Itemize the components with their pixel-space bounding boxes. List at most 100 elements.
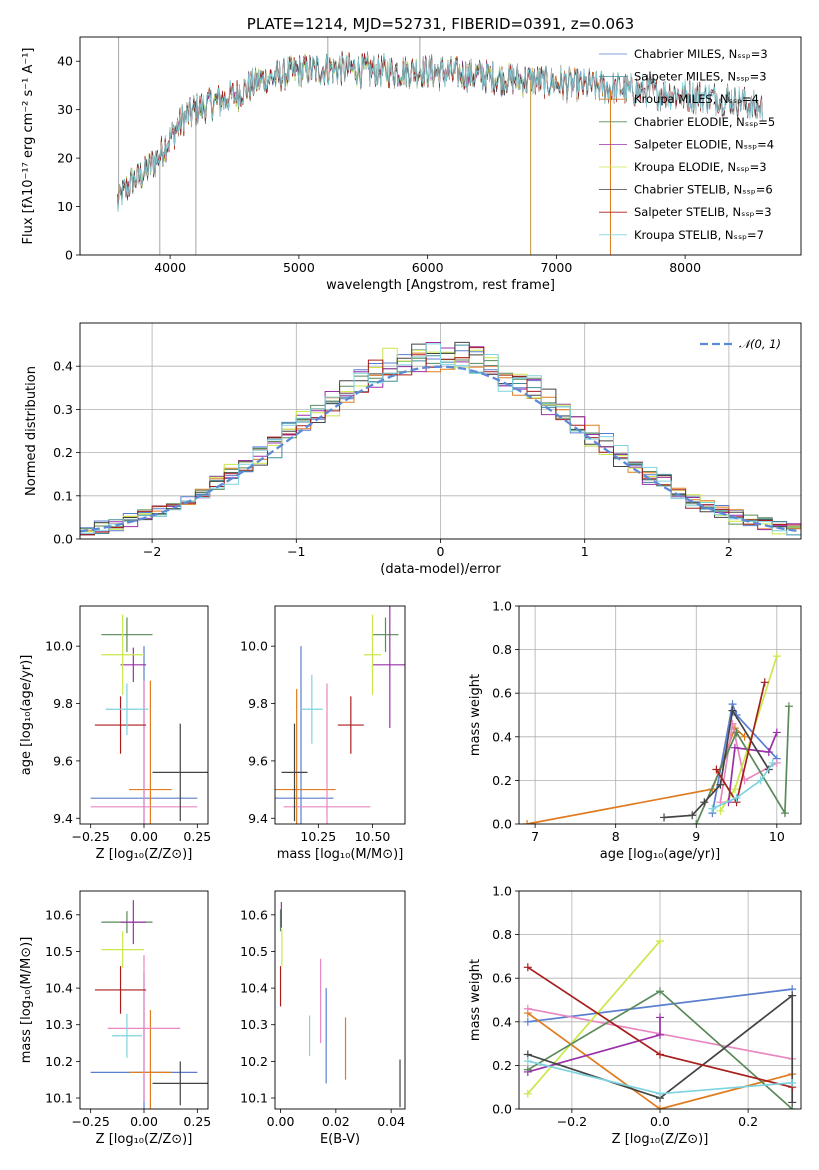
weight-line-6 xyxy=(527,993,794,1103)
x-axis-label: (data-model)/error xyxy=(380,562,501,577)
axes-spectrum: 4000 5000 6000 7000 8000 0 10 20 30 40 wavelength … xyxy=(21,15,802,293)
y-tick-label: 9.6 xyxy=(53,753,73,768)
errorbar-point-4 xyxy=(120,647,147,683)
x-tick-label: −1 xyxy=(287,544,305,559)
x-tick-label: 0.04 xyxy=(377,1114,405,1129)
y-tick-label: 0.1 xyxy=(53,488,73,503)
y-tick-label: 10.1 xyxy=(240,1091,268,1106)
y-tick-label: 10.2 xyxy=(45,1054,73,1069)
axes-age-vs-Z: −0.25 0.00 0.25 9.4 9.6 9.8 10.0 Z [log₁₀(Z/Z⊙)… xyxy=(19,605,211,862)
y-axis-label: mass [log₁₀(M/M⊙)] xyxy=(19,937,34,1064)
x-axis-label: Z [log₁₀(Z/Z⊙)] xyxy=(96,1132,193,1147)
weight-marker xyxy=(656,1013,664,1022)
weight-line-1 xyxy=(711,700,778,814)
y-axis-label: mass weight xyxy=(468,674,483,756)
x-axis-label: E(B-V) xyxy=(320,1132,360,1147)
weight-marker xyxy=(656,937,664,946)
axes-age-vs-mass: 10.25 10.50 9.4 9.6 9.8 10.0 mass [log₁₀(M/M⊙)… xyxy=(240,605,406,862)
weight-marker xyxy=(780,809,789,818)
x-axis-label: mass [log₁₀(M/M⊙)] xyxy=(277,847,404,862)
y-tick-label: 10.0 xyxy=(240,639,268,654)
weight-marker xyxy=(716,780,725,789)
errorbar-point-3 xyxy=(372,617,399,652)
legend-entry-4: Salpeter ELODIE, Nₛₛₚ=4 xyxy=(634,137,774,151)
weight-line-5 xyxy=(695,706,790,824)
x-tick-label: 4000 xyxy=(154,260,186,275)
errorbar-point-2 xyxy=(283,683,371,824)
weight-marker xyxy=(656,1089,664,1098)
weight-marker xyxy=(772,652,781,661)
x-tick-label: 8 xyxy=(612,829,620,844)
x-tick-label: 9 xyxy=(692,829,700,844)
errorbar-point-2 xyxy=(107,955,181,1102)
y-tick-label: 0.0 xyxy=(53,532,73,547)
legend-entry-2: Kroupa MILES, Nₛₛₚ=4 xyxy=(634,92,759,106)
weight-marker xyxy=(656,1050,664,1059)
x-tick-label: 10 xyxy=(769,829,785,844)
x-tick-label: 10.25 xyxy=(300,829,336,844)
weight-marker xyxy=(716,806,725,815)
y-tick-label: 10.0 xyxy=(45,639,73,654)
errorbar-point-1 xyxy=(129,680,172,824)
weight-marker xyxy=(730,743,739,752)
legend: 𝒩(0, 1) xyxy=(700,337,781,351)
weight-marker xyxy=(523,1065,532,1074)
y-axis-label: mass weight xyxy=(468,959,483,1041)
y-tick-label: 0.2 xyxy=(492,1058,512,1073)
axes-frame xyxy=(79,890,209,1110)
axes-mass-vs-EBV: 0.00 0.02 0.04 10.1 10.2 10.3 10.4 10.5 10.6 E(B-… xyxy=(240,890,406,1147)
weight-marker xyxy=(656,1105,664,1109)
errorbar-point-4 xyxy=(372,606,405,728)
axes-frame xyxy=(79,36,802,256)
normal-reference-curve xyxy=(80,365,799,533)
y-tick-label: 0.4 xyxy=(53,359,73,374)
errorbar-point-6 xyxy=(152,1061,208,1106)
y-tick-label: 0.2 xyxy=(53,445,73,460)
y-tick-label: 1.0 xyxy=(492,884,512,899)
weight-marker xyxy=(692,820,701,824)
errorbar-point-1 xyxy=(129,1010,172,1109)
y-tick-label: 10.3 xyxy=(240,1017,268,1032)
x-tick-label: −0.25 xyxy=(72,829,110,844)
weight-marker xyxy=(728,706,737,715)
x-tick-label: −2 xyxy=(143,544,161,559)
histogram-series-8 xyxy=(80,343,801,536)
y-axis-label: Normed distribution xyxy=(24,366,39,496)
y-tick-label: 0.8 xyxy=(492,927,512,942)
y-tick-label: 0.4 xyxy=(492,729,512,744)
weight-marker xyxy=(708,804,717,813)
errorbar-point-3 xyxy=(101,617,153,652)
y-tick-label: 10.6 xyxy=(45,907,73,922)
plot-area-mass-vs-Z xyxy=(90,900,208,1109)
y-tick-label: 40 xyxy=(57,54,73,69)
weight-line-6 xyxy=(663,708,770,819)
axes-frame xyxy=(518,605,802,825)
weight-marker xyxy=(656,987,664,996)
weight-marker xyxy=(660,813,669,822)
axes-weight-vs-Z: −0.2 0.0 0.2 0.0 0.2 0.4 0.6 0.8 1.0 Z [log₁₀(Z/Z… xyxy=(468,884,802,1147)
errorbar-point-7 xyxy=(94,696,147,754)
legend-entry-3: Chabrier ELODIE, Nₛₛₚ=5 xyxy=(634,115,775,129)
weight-marker xyxy=(760,678,769,687)
errorbar-point-8 xyxy=(301,674,323,744)
y-tick-label: 9.8 xyxy=(248,696,268,711)
y-tick-label: 9.8 xyxy=(53,696,73,711)
weight-line-8 xyxy=(712,762,774,810)
x-tick-label: 2 xyxy=(725,544,733,559)
weight-marker xyxy=(523,1017,532,1026)
axes-residuals: −2 −1 0 1 2 0.0 0.1 0.2 0.3 0.4 (data-model)/error… xyxy=(24,322,802,577)
x-tick-label: −0.2 xyxy=(557,1114,587,1129)
weight-marker xyxy=(756,776,765,785)
y-tick-label: 0.4 xyxy=(492,1014,512,1029)
y-tick-label: 0.6 xyxy=(492,971,512,986)
errorbar-point-7 xyxy=(94,966,147,1014)
y-tick-label: 9.4 xyxy=(248,811,268,826)
weight-marker xyxy=(712,765,721,774)
x-tick-label: 6000 xyxy=(412,260,444,275)
errorbar-point-2 xyxy=(90,680,198,824)
legend-entry: 𝒩(0, 1) xyxy=(739,337,781,351)
x-tick-label: 0.00 xyxy=(130,1114,158,1129)
weight-marker xyxy=(772,728,781,737)
y-axis-label: Flux [fλ10⁻¹⁷ erg cm⁻² s⁻¹ A⁻¹] xyxy=(21,48,36,245)
